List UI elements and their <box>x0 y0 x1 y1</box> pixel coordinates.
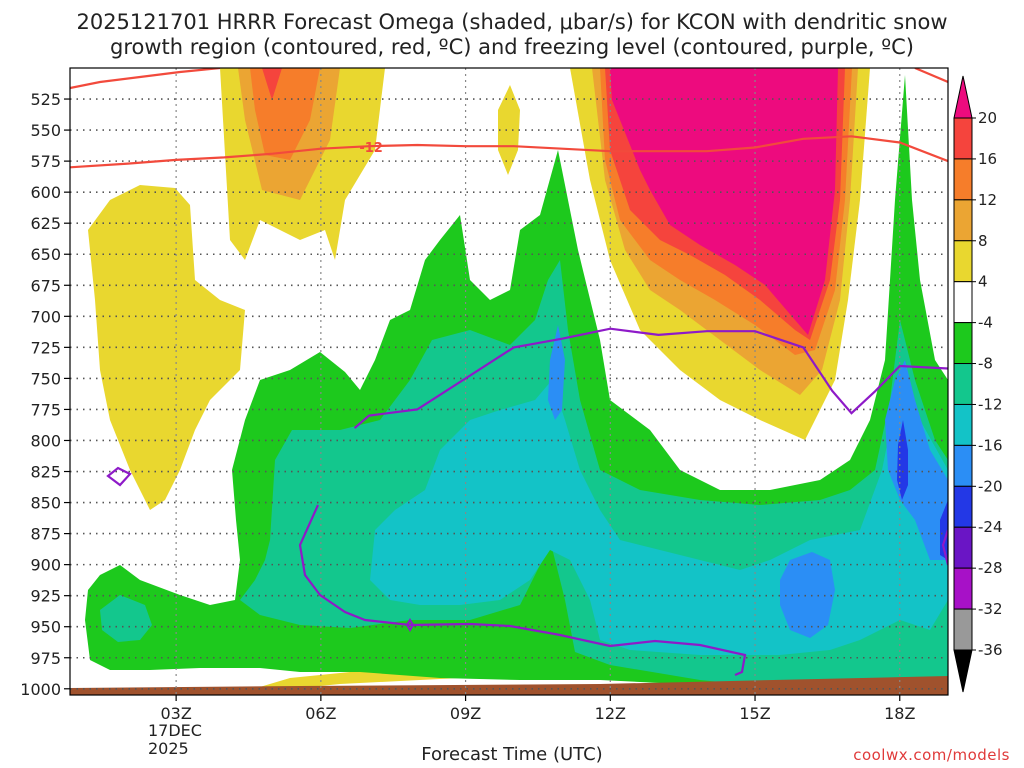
y-tick-label: 925 <box>30 587 61 606</box>
x-axis-title: Forecast Time (UTC) <box>421 744 603 765</box>
y-tick-label: 575 <box>30 152 61 171</box>
omega-negative-cell-11z <box>548 325 565 420</box>
chart-title: 2025121701 HRRR Forecast Omega (shaded, … <box>0 10 1024 60</box>
y-tick-label: 725 <box>30 338 61 357</box>
y-tick-label: 650 <box>30 245 61 264</box>
y-tick-label: 775 <box>30 400 61 419</box>
omega-positive-region-early-peak <box>250 68 320 160</box>
colorbar-label: -16 <box>978 436 1003 454</box>
colorbar-swatch <box>953 281 973 324</box>
freezing-level-closed-contour-west <box>106 466 132 487</box>
colorbar-label: 20 <box>978 109 997 127</box>
colorbar-top-arrow <box>953 75 973 119</box>
y-tick-label: 900 <box>30 556 61 575</box>
colorbar-label: 16 <box>978 150 997 168</box>
colorbar-swatch <box>953 158 973 201</box>
y-tick-label: 550 <box>30 121 61 140</box>
colorbar-label: -8 <box>978 355 993 373</box>
contour-lines <box>70 68 948 677</box>
omega-positive-region-west <box>88 185 245 510</box>
colorbar-label: 12 <box>978 191 997 209</box>
dendritic-contour-top-west <box>70 68 221 90</box>
colorbar-label: -36 <box>978 641 1003 659</box>
colorbar-label: -4 <box>978 314 993 332</box>
x-tick-label: 06Z <box>305 704 336 723</box>
omega-negative-spot-west <box>100 595 152 642</box>
y-tick-label: 950 <box>30 618 61 637</box>
y-tick-label: 750 <box>30 369 61 388</box>
colorbar-swatch <box>953 363 973 405</box>
colorbar-label: -12 <box>978 395 1003 413</box>
freezing-level-closed-contour-08z <box>405 618 415 632</box>
x-tick-label: 15Z <box>739 704 770 723</box>
date-label-year: 2025 <box>148 739 189 758</box>
colorbar-swatch <box>953 485 973 528</box>
colorbar-swatch <box>953 199 973 242</box>
contour-label-group: -12 <box>359 141 383 156</box>
x-tick-label: 18Z <box>884 704 915 723</box>
colorbar-label: 4 <box>978 273 988 291</box>
freezing-level-east-edge <box>941 529 948 566</box>
y-tick-label: 1000 <box>20 680 61 699</box>
dendritic-minus12-contour <box>70 135 948 169</box>
colorbar-swatch <box>953 444 973 487</box>
y-tick-label: 675 <box>30 276 61 295</box>
dendritic-contour-top-east <box>914 68 948 84</box>
colorbar-label: 8 <box>978 232 988 250</box>
colorbar-swatch <box>953 322 973 365</box>
plot-frame <box>69 67 949 696</box>
omega-positive-column-10z <box>498 85 520 175</box>
omega-negative-cell-18z <box>885 360 948 560</box>
omega-negative-cell-16z <box>780 552 835 638</box>
colorbar-swatch <box>953 608 973 651</box>
freezing-level-contour <box>353 327 948 429</box>
y-tick-label: 850 <box>30 494 61 513</box>
freezing-level-lower-branch <box>298 504 747 677</box>
plot-gridlines <box>70 68 948 695</box>
y-tick-label: 525 <box>30 90 61 109</box>
colorbar-swatch <box>953 526 973 569</box>
colorbar-swatch <box>953 567 973 610</box>
colorbar-swatch <box>953 240 973 283</box>
y-axis-pressure: 525 550 575 600 625 650 675 700 725 750 775 800 825 8… <box>20 90 70 699</box>
x-tick-label: 12Z <box>595 704 626 723</box>
y-tick-label: 800 <box>30 431 61 450</box>
contour-label: -12 <box>359 141 383 156</box>
colorbar-swatch <box>953 117 973 160</box>
site-credit: coolwx.com/models <box>853 746 1010 764</box>
colorbar-swatch <box>953 403 973 446</box>
omega-positive-core-20plus <box>610 68 838 335</box>
colorbar-bottom-arrow <box>953 649 973 693</box>
y-tick-label: 875 <box>30 525 61 544</box>
y-tick-label: 700 <box>30 307 61 326</box>
terrain-surface <box>70 676 948 695</box>
chart-title-line-2: growth region (contoured, red, ºC) and f… <box>110 35 914 59</box>
x-axis-time: 03Z 06Z 09Z 12Z 15Z 18Z <box>160 695 915 723</box>
date-label-day: 17DEC <box>148 721 202 740</box>
y-tick-label: 625 <box>30 214 61 233</box>
y-tick-label: 600 <box>30 183 61 202</box>
x-tick-label: 09Z <box>450 704 481 723</box>
y-tick-label: 975 <box>30 649 61 668</box>
colorbar-label: -20 <box>978 477 1003 495</box>
x-tick-label: 03Z <box>160 704 191 723</box>
colorbar-label: -28 <box>978 559 1003 577</box>
colorbar-label: -24 <box>978 518 1003 536</box>
chart-title-line-1: 2025121701 HRRR Forecast Omega (shaded, … <box>76 10 948 34</box>
omega-shading <box>70 68 948 695</box>
y-tick-label: 825 <box>30 463 61 482</box>
colorbar-label: -32 <box>978 600 1003 618</box>
omega-positive-peak-early <box>262 68 282 100</box>
